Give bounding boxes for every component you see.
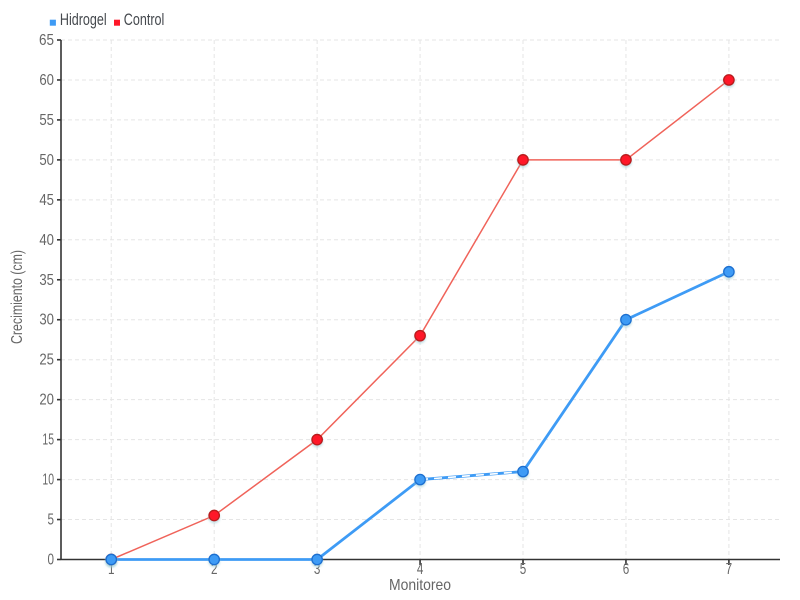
svg-text:6: 6 xyxy=(623,561,630,578)
svg-text:25: 25 xyxy=(39,352,54,369)
svg-text:55: 55 xyxy=(39,112,54,129)
svg-text:Control: Control xyxy=(124,11,165,29)
svg-text:10: 10 xyxy=(42,472,54,489)
svg-text:7: 7 xyxy=(726,561,733,578)
svg-text:40: 40 xyxy=(39,232,54,249)
svg-text:5: 5 xyxy=(48,512,55,529)
svg-text:5: 5 xyxy=(520,561,527,578)
svg-text:65: 65 xyxy=(39,32,54,49)
svg-text:Monitoreo: Monitoreo xyxy=(389,577,451,594)
svg-text:45: 45 xyxy=(39,192,54,209)
svg-text:35: 35 xyxy=(39,272,54,289)
svg-text:0: 0 xyxy=(48,552,55,569)
svg-text:4: 4 xyxy=(417,561,424,578)
svg-text:Crecimiento (cm): Crecimiento (cm) xyxy=(9,250,26,344)
svg-text:30: 30 xyxy=(39,312,54,329)
svg-text:15: 15 xyxy=(42,432,54,449)
svg-text:50: 50 xyxy=(39,152,54,169)
svg-text:20: 20 xyxy=(39,392,54,409)
svg-text:Hidrogel: Hidrogel xyxy=(60,11,107,29)
svg-text:60: 60 xyxy=(39,72,54,89)
